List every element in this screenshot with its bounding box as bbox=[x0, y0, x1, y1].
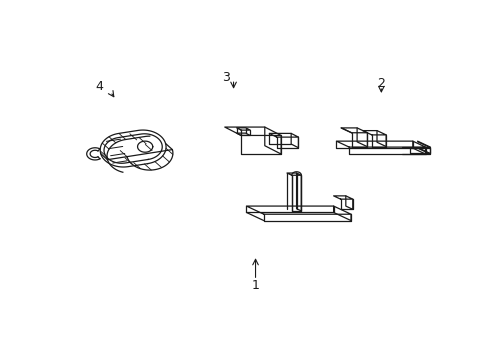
Text: 1: 1 bbox=[251, 279, 259, 292]
Text: 2: 2 bbox=[377, 77, 385, 90]
Text: 3: 3 bbox=[222, 71, 229, 84]
Text: 4: 4 bbox=[95, 80, 103, 93]
